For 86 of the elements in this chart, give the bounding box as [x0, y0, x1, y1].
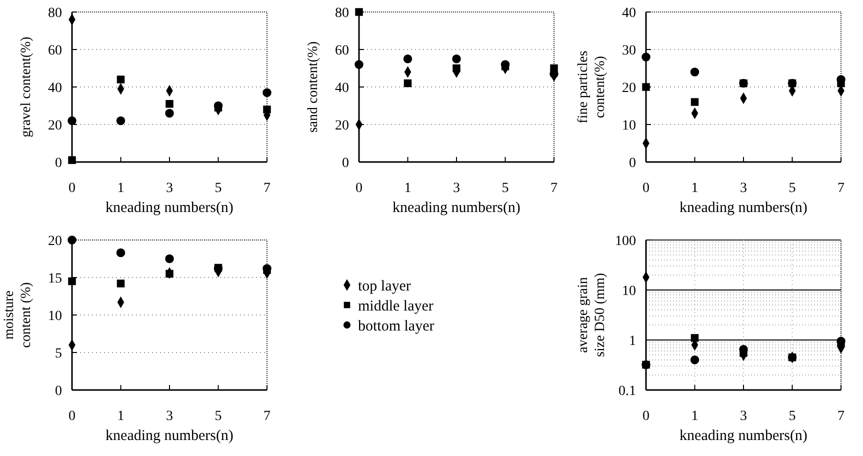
x-tick-label: 1	[691, 409, 698, 424]
y-tick-label: 40	[622, 6, 636, 21]
x-axis-title: kneading numbers(n)	[106, 428, 234, 444]
y-tick-label: 0	[55, 384, 62, 399]
y-tick-label: 10	[622, 284, 636, 299]
x-tick-label: 7	[838, 181, 844, 196]
point	[452, 54, 461, 64]
point	[68, 116, 76, 126]
legend-label: bottom layer	[358, 318, 434, 334]
x-tick-label: 7	[550, 181, 558, 196]
y-tick-label: 20	[48, 234, 62, 249]
x-tick-label: 7	[264, 181, 270, 196]
point	[116, 76, 125, 84]
x-tick-label: 0	[642, 181, 650, 196]
x-tick-label: 1	[691, 181, 698, 196]
y-tick-label: 20	[622, 80, 636, 96]
y-tick-label: 0	[55, 156, 62, 171]
y-axis-title: average grain size D50 (mm)	[576, 272, 608, 357]
x-tick-label: 7	[264, 409, 270, 424]
x-tick-label: 3	[740, 409, 747, 424]
y-tick-label: 60	[48, 43, 62, 58]
y-tick-label: 1	[629, 334, 636, 349]
point	[642, 83, 650, 91]
point	[116, 116, 126, 126]
x-axis-title: kneading numbers(n)	[680, 200, 808, 216]
point	[404, 79, 412, 88]
x-tick-label: 5	[214, 181, 222, 196]
x-tick-label: 5	[214, 409, 222, 424]
x-tick-label: 7	[838, 409, 844, 424]
point	[354, 60, 364, 69]
y-tick-label: 0	[629, 156, 636, 171]
x-tick-label: 5	[788, 409, 796, 424]
point	[690, 356, 700, 364]
x-tick-label: 0	[642, 409, 650, 424]
point	[690, 334, 699, 342]
y-tick-label: 40	[335, 80, 349, 96]
point	[116, 280, 125, 288]
x-tick-label: 0	[68, 409, 76, 424]
x-tick-label: 1	[117, 409, 124, 424]
y-tick-label: 80	[335, 6, 349, 21]
point	[165, 254, 174, 264]
y-tick-label: 0	[342, 156, 349, 171]
x-tick-label: 3	[453, 181, 460, 196]
point	[165, 108, 174, 118]
y-axis-title: moisture content (%)	[2, 282, 34, 348]
point	[452, 64, 460, 72]
point	[166, 270, 174, 278]
y-tick-label: 5	[55, 346, 62, 362]
y-tick-label: 60	[335, 43, 349, 58]
legend-label: middle layer	[358, 298, 434, 314]
y-tick-label: 10	[48, 308, 62, 324]
point	[690, 98, 699, 106]
y-tick-label: 0.1	[618, 384, 636, 399]
point	[690, 68, 700, 76]
y-tick-label: 40	[48, 80, 62, 96]
point	[263, 106, 271, 114]
point	[166, 100, 174, 108]
y-tick-label: 100	[615, 234, 636, 249]
x-tick-label: 3	[166, 409, 173, 424]
y-tick-label: 10	[622, 118, 636, 134]
y-tick-label: 15	[48, 271, 62, 286]
y-tick-label: 20	[335, 118, 349, 134]
y-tick-label: 30	[622, 43, 636, 58]
x-tick-label: 5	[788, 181, 796, 196]
x-tick-label: 0	[68, 181, 76, 196]
x-tick-label: 3	[740, 181, 747, 196]
point	[403, 54, 412, 64]
x-tick-label: 1	[404, 181, 412, 196]
point	[68, 277, 76, 286]
x-tick-label: 0	[356, 181, 362, 196]
y-tick-label: 20	[48, 118, 62, 134]
y-axis-title: fine particles content(%)	[576, 50, 608, 124]
x-tick-label: 3	[166, 181, 173, 196]
point	[262, 88, 272, 97]
y-tick-label: 80	[48, 6, 62, 21]
point	[642, 52, 650, 62]
x-axis-title: kneading numbers(n)	[392, 200, 520, 216]
y-axis-title: sand content(%)	[306, 40, 321, 133]
x-tick-label: 1	[117, 181, 124, 196]
x-axis-title: kneading numbers(n)	[106, 200, 234, 216]
legend-label: top layer	[358, 278, 411, 294]
x-axis-title: kneading numbers(n)	[680, 428, 808, 444]
point	[116, 248, 126, 258]
x-tick-label: 5	[502, 181, 509, 196]
y-axis-title: gravel content(%)	[19, 36, 34, 138]
point	[68, 156, 76, 164]
